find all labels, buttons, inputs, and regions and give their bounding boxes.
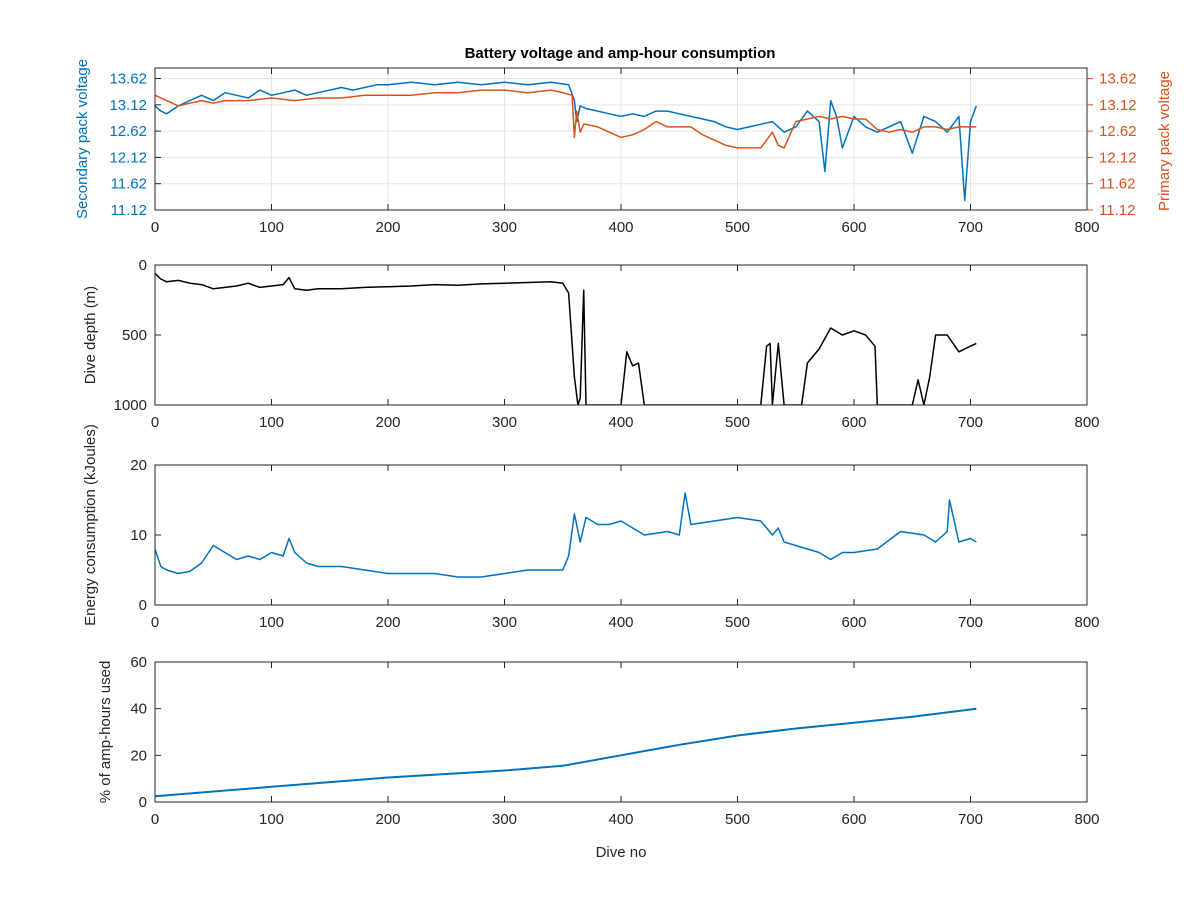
- y-axis-label: Dive depth (m): [82, 286, 99, 384]
- y-tick-label: 10: [130, 527, 147, 544]
- x-tick-label: 200: [375, 414, 400, 431]
- x-tick-label: 0: [151, 219, 159, 236]
- y-tick-label-right: 12.12: [1099, 149, 1137, 166]
- x-tick-label: 200: [375, 219, 400, 236]
- y-tick-label: 500: [122, 327, 147, 344]
- x-tick-label: 500: [725, 219, 750, 236]
- y-axis-label-right: Primary pack voltage: [1156, 71, 1173, 211]
- x-tick-label: 700: [958, 811, 983, 828]
- x-tick-label: 200: [375, 614, 400, 631]
- x-tick-label: 100: [259, 614, 284, 631]
- x-tick-label: 600: [841, 811, 866, 828]
- y-tick-label-right: 13.12: [1099, 97, 1137, 114]
- panel-2: 0 100 200 300 400 500 600 700 800 0 500 1000 Dive de…: [82, 257, 1100, 431]
- y-axis-label: Secondary pack voltage: [74, 59, 91, 219]
- y-tick-label: 13.12: [109, 97, 147, 114]
- panel-3: 0 100 200 300 400 500 600 700 800 0 10 20 Energy con…: [82, 424, 1100, 631]
- y-tick-label: 0: [139, 597, 147, 614]
- y-tick-label: 0: [139, 257, 147, 274]
- series-line-1: [155, 492, 977, 578]
- x-tick-label: 700: [958, 614, 983, 631]
- x-tick-label: 200: [375, 811, 400, 828]
- x-tick-label: 500: [725, 414, 750, 431]
- y-tick-label: 13.62: [109, 71, 147, 88]
- x-tick-label: 100: [259, 811, 284, 828]
- x-tick-label: 400: [608, 811, 633, 828]
- series-line-1: [155, 272, 977, 405]
- y-tick-label: 20: [130, 457, 147, 474]
- y-axis-label: Energy consumption (kJoules): [82, 424, 99, 626]
- x-tick-label: 400: [608, 414, 633, 431]
- y-tick-label: 60: [130, 654, 147, 671]
- x-tick-label: 300: [492, 414, 517, 431]
- x-tick-label: 700: [958, 219, 983, 236]
- series-line-1: [155, 81, 978, 202]
- x-tick-label: 300: [492, 614, 517, 631]
- y-tick-label-right: 13.62: [1099, 71, 1137, 88]
- y-tick-label: 11.62: [111, 176, 147, 193]
- x-tick-label: 400: [608, 614, 633, 631]
- x-tick-label: 700: [958, 414, 983, 431]
- x-tick-label: 800: [1074, 614, 1099, 631]
- y-tick-label: 0: [139, 794, 147, 811]
- axes-box: [154, 464, 1088, 606]
- y-tick-label-right: 11.12: [1099, 202, 1135, 219]
- y-axis-label: % of amp-hours used: [97, 661, 114, 804]
- x-tick-label: 100: [259, 219, 284, 236]
- y-tick-label: 20: [130, 747, 147, 764]
- y-tick-label: 12.62: [109, 123, 147, 140]
- series-line-1: [155, 707, 977, 798]
- y-tick-label: 40: [130, 701, 147, 718]
- x-tick-label: 300: [492, 219, 517, 236]
- x-tick-label: 600: [841, 414, 866, 431]
- chart-title: Battery voltage and amp-hour consumption: [465, 45, 776, 62]
- x-tick-label: 300: [492, 811, 517, 828]
- x-tick-label: 400: [608, 219, 633, 236]
- x-tick-label: 800: [1074, 811, 1099, 828]
- x-tick-label: 500: [725, 614, 750, 631]
- panel-1: 0 100 200 300 400 500 600 700 80011.1211.6212.12…: [74, 59, 1173, 236]
- x-tick-label: 500: [725, 811, 750, 828]
- axes-box: [154, 661, 1088, 803]
- y-tick-label: 1000: [114, 397, 147, 414]
- x-axis-label: Dive no: [596, 844, 647, 861]
- x-tick-label: 800: [1074, 414, 1099, 431]
- x-tick-label: 100: [259, 414, 284, 431]
- y-tick-label: 12.12: [109, 149, 147, 166]
- y-tick-label-right: 11.62: [1099, 176, 1135, 193]
- x-tick-label: 0: [151, 614, 159, 631]
- x-tick-label: 800: [1074, 219, 1099, 236]
- x-tick-label: 0: [151, 811, 159, 828]
- y-tick-label-right: 12.62: [1099, 123, 1137, 140]
- x-tick-label: 600: [841, 614, 866, 631]
- series-line-2: [155, 89, 977, 149]
- panel-4: 0 100 200 300 400 500 600 700 800 0 20 40 60 % of amp…: [97, 654, 1100, 861]
- y-tick-label: 11.12: [111, 202, 147, 219]
- x-tick-label: 0: [151, 414, 159, 431]
- x-tick-label: 600: [841, 219, 866, 236]
